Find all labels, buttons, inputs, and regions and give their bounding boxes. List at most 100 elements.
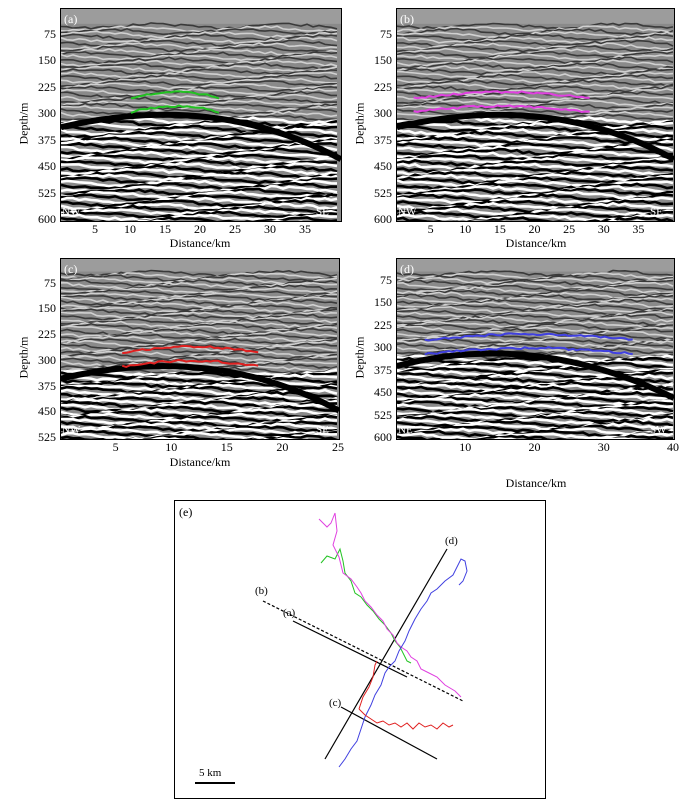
y-tick-label: 75 (44, 26, 56, 41)
reflector (397, 62, 674, 70)
map-line-d (324, 548, 448, 760)
lower-horizon (424, 346, 633, 356)
panel-d-xlabel: Distance/km (505, 476, 567, 490)
x-tick-label: 25 (563, 222, 576, 236)
reflector (397, 79, 674, 88)
panel-c-label: (c) (64, 262, 78, 276)
x-tick-label: 25 (229, 222, 241, 236)
x-tick-label: 20 (276, 440, 289, 454)
reflector (61, 161, 338, 171)
reflector (397, 400, 674, 410)
y-tick-label: 75 (380, 272, 392, 287)
x-tick-label: 20 (194, 222, 206, 236)
y-tick-label: 75 (44, 275, 56, 290)
reflector (397, 286, 674, 295)
reflector (61, 71, 338, 79)
seismic-section-b (396, 8, 675, 222)
y-tick-label: 150 (38, 53, 56, 67)
map-line-b (262, 600, 464, 702)
x-tick-label: 20 (528, 222, 541, 236)
reflector (61, 345, 338, 353)
map-line-c (340, 706, 438, 760)
reflector (397, 45, 674, 53)
panel-b-right-direction: SE (650, 206, 663, 218)
seismic-image-d (397, 259, 674, 439)
seismic-section-c (60, 258, 340, 440)
reflector (397, 359, 674, 368)
reflector (61, 216, 338, 221)
reflector (61, 313, 338, 321)
y-tick-label: 225 (374, 317, 392, 332)
seismic-image-a (61, 9, 341, 221)
dome-reflector (61, 111, 341, 162)
reflector (61, 403, 338, 412)
reflector (61, 289, 338, 297)
reflector (61, 107, 338, 116)
y-tick-label: 150 (374, 53, 392, 67)
reflector (397, 269, 674, 278)
y-tick-label: 300 (38, 352, 56, 367)
reflector (397, 213, 674, 221)
reflector (397, 196, 674, 206)
reflector (61, 25, 338, 33)
x-tick-label: 35 (299, 222, 311, 236)
reflector (397, 207, 674, 217)
reflector (397, 364, 674, 373)
reflector (61, 85, 338, 93)
y-tick-label: 375 (374, 132, 392, 147)
upper-horizon (413, 90, 590, 100)
y-tick-label: 300 (374, 340, 392, 354)
reflector (61, 144, 338, 154)
reflector (61, 80, 338, 87)
reflector (397, 327, 674, 336)
x-tick-label: 20 (528, 440, 541, 454)
map-panel-e: (e) (d) (b) (a) (c) 5 km (174, 500, 546, 799)
track-c-red-branch (358, 660, 378, 710)
reflector (397, 124, 674, 134)
panel-a-left-direction: NW (62, 206, 81, 218)
map-line-a (292, 620, 408, 678)
y-tick-label: 525 (38, 185, 56, 200)
reflector (61, 330, 338, 338)
y-tick-label: 525 (374, 185, 392, 200)
panel-d-left-direction: NE (398, 424, 413, 436)
x-tick-label: 40 (667, 440, 679, 454)
reflector (397, 30, 674, 39)
reflector (61, 434, 338, 439)
x-tick-label: 5 (92, 222, 98, 236)
reflector (397, 432, 674, 439)
map-label-b: (b) (255, 585, 268, 597)
reflector (61, 269, 338, 278)
reflector (397, 190, 674, 200)
y-tick-label: 450 (374, 385, 392, 399)
reflector (61, 181, 338, 191)
reflector (61, 68, 338, 76)
track-c-red (358, 708, 454, 730)
panel-b-xlabel: Distance/km (505, 236, 567, 250)
reflector (61, 356, 338, 365)
reflector (61, 62, 338, 70)
x-tick-label: 10 (459, 222, 472, 236)
panel-c-xlabel: Distance/km (169, 455, 231, 469)
reflector (61, 373, 338, 383)
reflector (397, 162, 674, 171)
reflector (397, 277, 674, 285)
x-tick-label: 5 (427, 222, 434, 236)
reflector (61, 27, 338, 36)
reflector (397, 36, 674, 44)
reflector (61, 167, 338, 177)
reflector (61, 301, 338, 309)
reflector (397, 93, 674, 102)
reflector (61, 335, 338, 343)
reflector (61, 199, 338, 208)
y-tick-label: 600 (374, 212, 392, 226)
reflector (61, 213, 338, 221)
reflector (61, 281, 338, 290)
reflector (397, 108, 674, 116)
panel-b-label: (b) (400, 12, 414, 26)
reflector (61, 30, 338, 39)
y-tick-label: 225 (38, 79, 56, 94)
reflector (397, 392, 674, 402)
x-tick-label: 5 (112, 440, 119, 454)
reflector (61, 22, 338, 30)
